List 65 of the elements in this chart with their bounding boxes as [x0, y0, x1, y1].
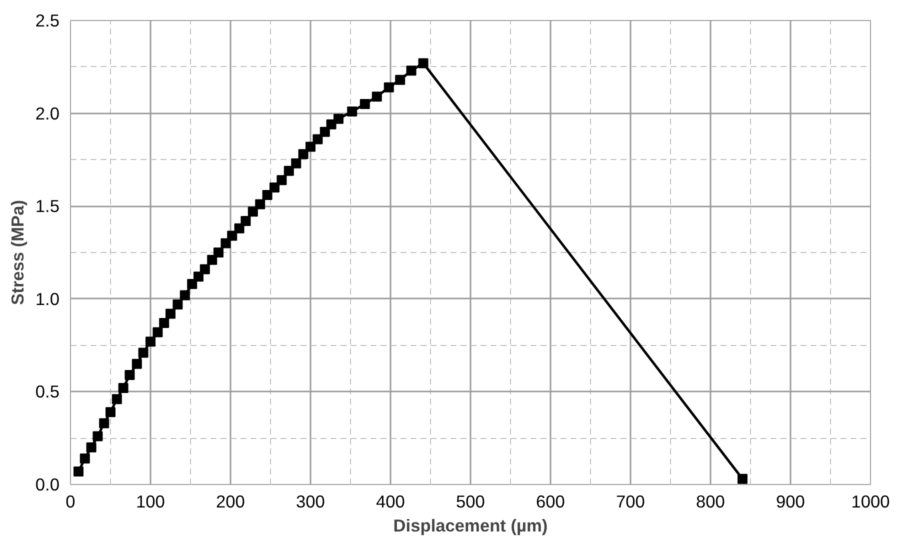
point — [207, 254, 218, 265]
point — [106, 407, 116, 418]
y-tick-label: 0.0 — [35, 474, 60, 494]
x-tick-label: 600 — [536, 492, 565, 512]
x-tick-label: 400 — [376, 492, 405, 512]
point — [200, 264, 210, 274]
point — [166, 308, 176, 319]
point — [418, 58, 428, 68]
x-tick-label: 200 — [216, 492, 245, 512]
point — [187, 279, 198, 290]
point — [406, 66, 416, 76]
point — [298, 149, 308, 160]
point — [124, 370, 135, 380]
point — [372, 92, 382, 102]
x-tick-label: 800 — [696, 492, 725, 512]
point — [276, 175, 287, 186]
x-tick-label: 100 — [136, 492, 165, 512]
x-tick-label: 700 — [616, 492, 645, 512]
point — [334, 114, 344, 124]
x-tick-label: 500 — [456, 492, 485, 512]
point — [384, 82, 394, 92]
point — [284, 166, 294, 176]
point — [180, 290, 190, 300]
point — [738, 474, 748, 484]
point — [146, 336, 156, 347]
y-tick-label: 0.5 — [35, 382, 60, 402]
point — [214, 248, 224, 258]
y-tick-label: 1.0 — [35, 288, 60, 309]
point — [312, 134, 323, 144]
point — [255, 199, 266, 210]
point — [92, 431, 103, 442]
point — [262, 190, 272, 200]
point — [220, 238, 231, 248]
y-tick-label: 2.0 — [35, 103, 60, 124]
point — [86, 442, 96, 452]
point — [347, 106, 358, 116]
point — [159, 318, 170, 328]
y-axis-title: Stress (MPa) — [7, 200, 28, 305]
point — [234, 223, 244, 234]
point — [152, 327, 163, 338]
point — [132, 358, 142, 369]
point — [320, 126, 330, 137]
point — [99, 418, 110, 428]
x-tick-label: 1000 — [851, 492, 890, 512]
point — [74, 466, 84, 477]
point — [270, 182, 280, 193]
y-tick-label: 1.5 — [35, 196, 60, 216]
point — [118, 382, 128, 393]
x-tick-label: 900 — [776, 492, 805, 512]
point — [194, 272, 204, 282]
point — [240, 216, 251, 226]
point — [112, 394, 122, 404]
point — [291, 158, 302, 168]
point — [360, 99, 370, 110]
x-tick-label: 0 — [66, 492, 76, 512]
point — [80, 454, 90, 464]
point — [306, 142, 316, 152]
x-tick-label: 300 — [296, 492, 325, 512]
point — [172, 299, 183, 310]
point — [138, 348, 148, 358]
x-axis-title: Displacement (µm) — [393, 516, 548, 536]
point — [248, 206, 258, 217]
y-tick-label: 2.5 — [35, 10, 60, 30]
point — [227, 230, 238, 241]
point — [395, 74, 406, 85]
